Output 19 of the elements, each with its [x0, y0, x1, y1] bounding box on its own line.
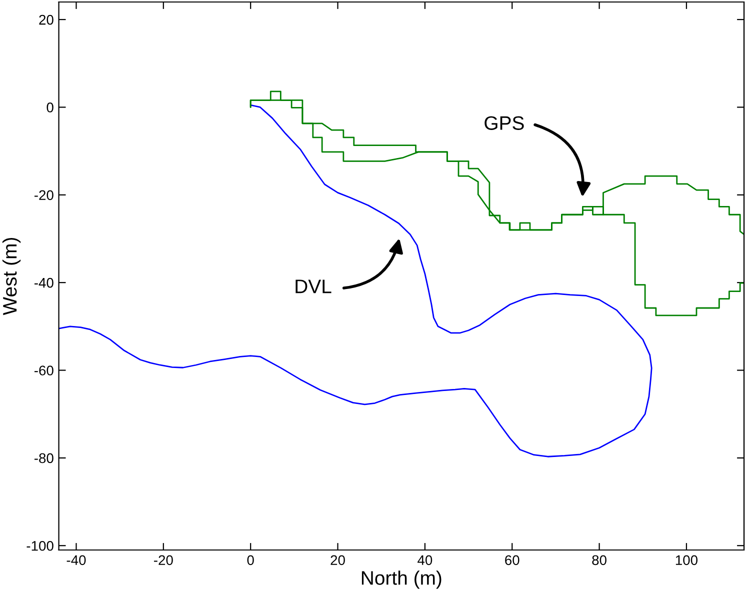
- y-tick-label: 0: [46, 102, 54, 112]
- y-tick-label: -100: [26, 540, 54, 551]
- x-tick-label: 100: [676, 555, 698, 566]
- x-tick-label: -20: [154, 555, 173, 566]
- x-tick-label: -40: [66, 555, 86, 566]
- x-tick-label: 0: [247, 555, 254, 566]
- x-tick-label: 40: [418, 555, 432, 566]
- y-tick-label: -20: [34, 190, 54, 200]
- y-axis-title: West (m): [2, 238, 21, 316]
- y-tick-label: -60: [34, 366, 54, 376]
- x-tick-label: 60: [505, 555, 520, 566]
- x-tick-label: 20: [330, 555, 345, 566]
- annotation: GPS: [484, 116, 524, 130]
- x-tick-label: 80: [592, 555, 606, 566]
- y-tick-label: -80: [34, 453, 54, 464]
- annotation: DVL: [296, 280, 332, 294]
- y-tick-label: 20: [39, 14, 54, 25]
- x-axis-title: North (m): [362, 570, 442, 589]
- y-tick-label: -40: [34, 278, 54, 288]
